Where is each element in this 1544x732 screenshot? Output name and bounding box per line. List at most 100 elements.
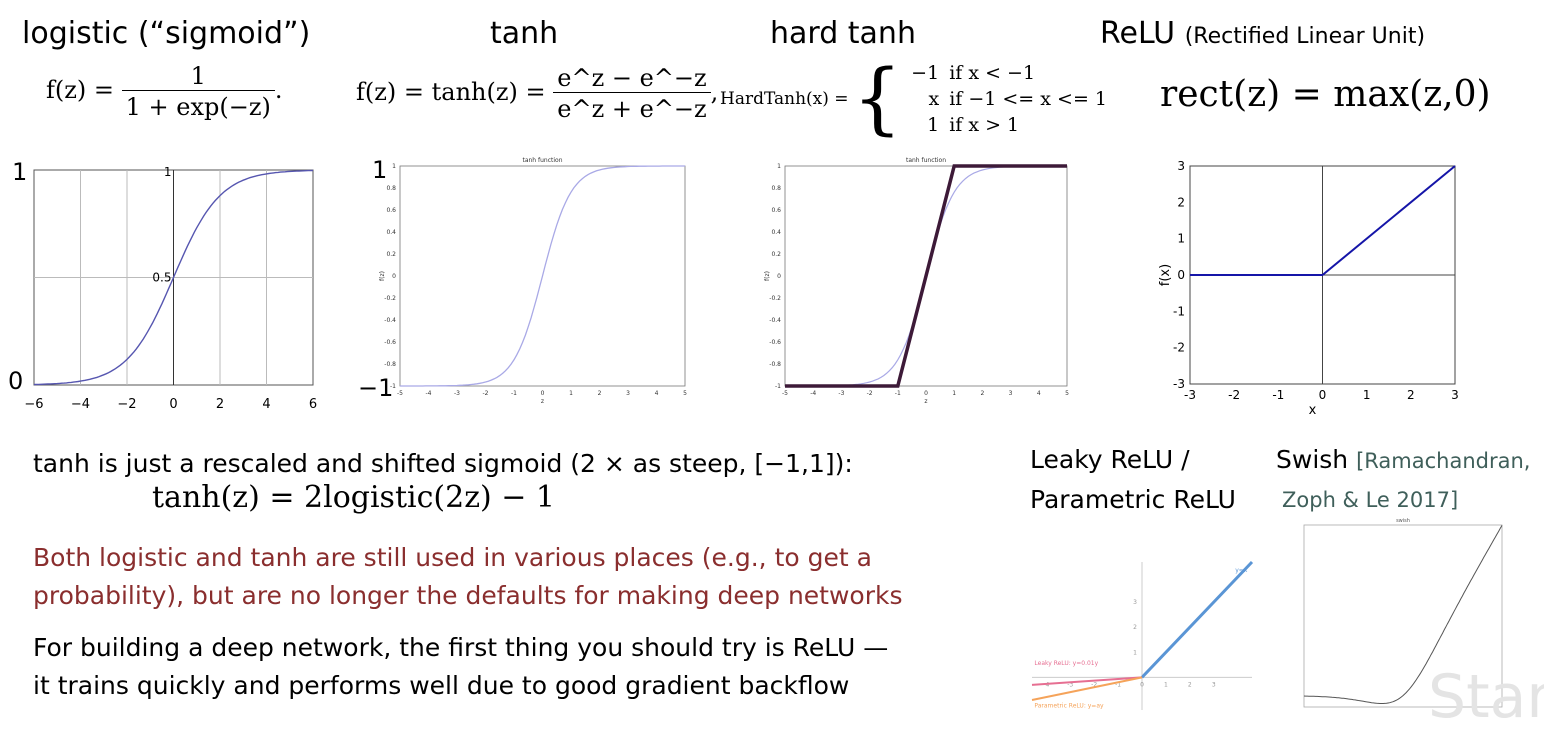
swish-chart: swish [1303,518,1503,708]
y-tick-label: 1 [1177,232,1185,246]
x-tick-label: 0 [541,390,545,397]
tanh-formula-trail: , [710,78,719,106]
x-tick-label: 2 [1407,388,1415,402]
y-tick-label: -0.4 [769,317,781,324]
tanh-chart: tanh function-5 -4 -3 -2 -1 0 1 2 3 4 510.80.60.40… [358,156,687,405]
relu-advice-line2: it trains quickly and performs well due … [33,671,850,700]
x-tick-label: 4 [655,390,659,397]
relu-title-main: ReLU [1100,16,1176,51]
y-tick-label: 0.6 [771,207,781,214]
y-tick-label: -0.2 [384,295,396,302]
y-tick-label: 1 [392,163,396,170]
y-tick-label: -0.8 [384,361,396,368]
y-tick-label: 0.2 [771,251,781,258]
x-tick-label: -1 [1115,681,1121,688]
logistic-curve [33,169,314,386]
y-tick-label: 3 [1177,159,1185,173]
swish-title-text: Swish [1276,445,1349,474]
plot-frame [1303,524,1503,708]
x-tick-label: -3 [1184,388,1196,402]
series-label: Parametric ReLU: y=ay [1034,702,1104,709]
tanh-formula: f(z) = tanh(z) = e^z − e^−z e^z + e^−z , [356,64,718,123]
logistic-formula-lhs: f(z) = [46,76,114,104]
y-tick-label: 3 [1133,599,1137,606]
hardtanh-case: −1 if x < −1 [906,60,1112,86]
x-tick-label: -1 [895,390,901,397]
chart-title: tanh function [906,157,946,164]
x-tick-label: -4 [810,390,816,397]
x-tick-label: 3 [626,390,630,397]
x-tick-label: 0 [1140,681,1144,688]
hardtanh-line [785,164,1067,388]
logistic-fraction: 1 1 + exp(−z) [121,62,275,121]
case-condition: if −1 <= x <= 1 [949,88,1107,110]
relu-formula: rect(z) = max(z,0) [1160,74,1491,115]
y-tick-label: -1 [1173,304,1185,318]
y-tick-label: 0.8 [771,185,781,192]
hardtanh-cases: −1 if x < −1 x if −1 <= x <= 1 1 if x > 1 [906,60,1112,138]
y-tick-label: -0.4 [384,317,396,324]
x-tick-label: -2 [1091,681,1097,688]
y-tick-label: 0 [1177,268,1185,282]
y-axis-label: f(x) [1158,264,1173,286]
x-tick-label: 3 [1212,681,1216,688]
big-y-label-top: 1 [372,156,387,184]
leaky-relu-title-line1: Leaky ReLU / [1030,445,1190,474]
x-tick-label: -5 [397,390,403,397]
x-tick-label: 1 [952,390,956,397]
logistic-numerator: 1 [190,62,206,90]
y-axis-label: f(z) [379,271,386,281]
x-tick-label: 4 [1037,390,1041,397]
y-tick-label: 0 [777,273,781,280]
identity-line [1140,560,1254,679]
hardtanh-case: x if −1 <= x <= 1 [906,86,1112,112]
relu-subtitle: (Rectified Linear Unit) [1184,24,1426,49]
watermark-text: Stan [1428,662,1544,732]
y-tick-label: 0 [392,273,396,280]
y-axis-label: f(z) [764,271,771,281]
plot-frame [399,165,686,387]
y-tick-label: 1 [164,165,172,179]
tanh-numerator: e^z − e^−z [557,64,707,92]
case-condition: if x > 1 [949,114,1020,136]
x-tick-label: -3 [838,390,844,397]
y-tick-label: -0.6 [769,339,781,346]
x-tick-label: -5 [782,390,788,397]
hardtanh-chart: tanh function -5 -4 -3 -2 -1 0 1 2 3 4 5 1 0.8 0.6 0.4 0… [764,157,1069,405]
relu-title: ReLU (Rectified Linear Unit) [1100,16,1425,51]
case-value: 1 [927,114,940,136]
rescale-formula: tanh(z) = 2logistic(2z) − 1 [152,480,555,515]
relu-advice-line1: For building a deep network, the first t… [33,633,889,662]
y-tick-label: -1 [390,383,396,390]
x-tick-label: 1 [569,390,573,397]
leaky-relu-line [1031,676,1143,686]
y-tick-label: -1 [775,383,781,390]
x-tick-label: -2 [483,390,489,397]
big-y-label-bottom: −1 [358,374,393,402]
case-value: x [928,88,940,110]
x-tick-label: 4 [262,397,270,412]
x-tick-label: 5 [683,390,687,397]
swish-title: Swish [Ramachandran, [1276,442,1530,479]
series-label: Leaky ReLU: y=0.01y [1034,660,1098,667]
brace-symbol: { [852,54,903,144]
logistic-denominator: 1 + exp(−z) [121,90,275,121]
x-axis-label: z [924,398,927,405]
y-tick-label: 0.4 [386,229,396,236]
series-label: y=x [1235,567,1248,574]
x-tick-label: -2 [867,390,873,397]
y-tick-label: -3 [1173,377,1185,391]
y-tick-label: 1 [1133,649,1137,656]
y-tick-label: 0.6 [386,207,396,214]
x-tick-label: -3 [1067,681,1073,688]
tanh-formula-lhs: f(z) = tanh(z) = [356,78,546,106]
swish-citation-line1: [Ramachandran, [1356,449,1531,473]
rescale-text: tanh is just a rescaled and shifted sigm… [33,449,853,478]
x-tick-label: −4 [71,397,90,412]
leaky-relu-title-line2: Parametric ReLU [1030,485,1236,514]
y-tick-label: 0.5 [152,271,171,285]
x-tick-label: 0 [1319,388,1327,402]
big-y-label-top: 1 [12,158,27,186]
x-tick-label: 2 [1188,681,1192,688]
x-tick-label: −6 [24,397,43,412]
